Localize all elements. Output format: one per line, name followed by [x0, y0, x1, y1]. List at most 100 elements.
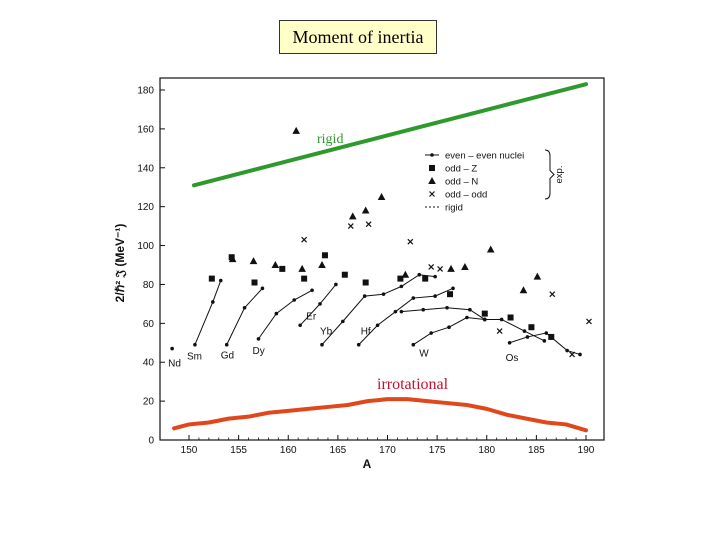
isotope-chain-W: [413, 316, 485, 346]
odd-n-point: [361, 206, 370, 214]
nucleus-label-sm: Sm: [187, 352, 202, 363]
odd-z-point: [481, 310, 488, 317]
even-even-point: [421, 307, 426, 312]
even-even-point: [445, 305, 449, 310]
odd-n-point: [401, 270, 410, 278]
even-even-point: [433, 294, 437, 298]
nucleus-label-er: Er: [306, 311, 317, 322]
odd-n-point: [318, 261, 326, 268]
x-tick-label: 170: [379, 445, 396, 456]
even-even-point: [399, 309, 404, 314]
odd-z-point: [507, 314, 514, 321]
even-even-point: [381, 292, 386, 296]
even-even-point: [260, 286, 265, 291]
odd-z-point: [422, 275, 429, 282]
odd-n-point: [461, 262, 469, 270]
odd-z-point: [251, 279, 258, 286]
even-even-point: [499, 317, 504, 322]
nucleus-label-w: W: [419, 349, 429, 360]
legend-entry-label: even – even nuclei: [445, 150, 524, 161]
y-tick-label: 140: [137, 163, 154, 174]
odd-n-point: [249, 257, 258, 265]
y-tick-label: 40: [143, 358, 155, 369]
y-axis-label: 2/ℏ² 𝔍 (MeV⁻¹): [113, 224, 127, 303]
x-tick-label: 190: [578, 445, 595, 456]
odd-odd-point: [428, 264, 435, 270]
y-tick-label: 0: [148, 436, 154, 447]
even-even-point: [542, 339, 547, 343]
even-even-point: [211, 300, 215, 304]
odd-z-point: [528, 324, 535, 331]
even-even-point: [334, 282, 338, 287]
odd-z-point: [397, 275, 404, 282]
odd-odd-point: [549, 291, 556, 298]
even-even-point: [465, 315, 469, 320]
nucleus-label-nd: Nd: [168, 359, 181, 370]
legend-entry-label: odd – N: [445, 176, 478, 187]
irrotational-label: irrotational: [377, 376, 449, 393]
odd-z-point: [362, 279, 369, 286]
x-tick-label: 180: [478, 445, 495, 456]
odd-z-point: [208, 275, 215, 282]
legend-entry-label: rigid: [445, 202, 463, 213]
isotope-chain-Hf: [358, 287, 454, 346]
slide-title: Moment of inertia: [279, 20, 437, 54]
odd-odd-point: [569, 351, 576, 358]
even-even-point: [193, 342, 197, 347]
odd-z-point: [447, 291, 454, 298]
odd-odd-point: [347, 223, 354, 230]
even-even-point: [362, 294, 367, 298]
y-tick-label: 20: [143, 397, 155, 408]
isotope-chain-Dy: [258, 289, 313, 340]
legend-cross-odd-odd: [429, 191, 435, 197]
even-even-point: [433, 274, 437, 279]
odd-odd-point: [496, 328, 503, 335]
nucleus-label-hf: Hf: [361, 327, 371, 338]
odd-odd-point: [301, 236, 308, 243]
y-tick-label: 80: [143, 280, 155, 291]
even-even-point: [375, 323, 380, 328]
y-tick-label: 180: [137, 86, 154, 97]
even-even-point: [451, 286, 455, 291]
isotope-chain-Gd: [226, 287, 263, 345]
even-even-point: [218, 278, 223, 283]
even-even-point: [256, 337, 261, 341]
isotope-chain-upper-even: [401, 307, 545, 342]
even-even-point: [318, 302, 322, 306]
odd-n-point: [271, 261, 280, 268]
even-even-point: [298, 323, 302, 328]
even-even-point: [292, 298, 297, 302]
even-even-point: [170, 346, 174, 351]
even-even-point: [565, 348, 569, 353]
x-tick-label: 175: [429, 445, 446, 456]
even-even-point: [429, 331, 433, 335]
nucleus-label-dy: Dy: [252, 346, 264, 357]
legend-bracket: [544, 149, 555, 200]
x-tick-label: 160: [280, 445, 297, 456]
nucleus-label-os: Os: [506, 353, 519, 364]
even-even-point: [242, 305, 247, 310]
even-even-point: [320, 342, 324, 347]
odd-odd-point: [437, 265, 444, 272]
x-axis-label: A: [363, 457, 372, 471]
x-tick-label: 165: [330, 445, 347, 456]
x-tick-label: 185: [528, 445, 545, 456]
legend-entry-label: odd – Z: [445, 163, 477, 174]
odd-z-point: [548, 333, 555, 340]
odd-z-point: [228, 254, 235, 261]
nucleus-label-gd: Gd: [221, 351, 234, 362]
odd-n-point: [519, 286, 528, 294]
odd-n-point: [447, 264, 455, 272]
legend-triangle-odd-n: [428, 177, 436, 184]
irrotational-curve: [172, 397, 588, 433]
y-tick-label: 60: [143, 319, 155, 330]
legend-square-odd-z: [429, 165, 435, 171]
odd-z-point: [321, 252, 328, 259]
odd-n-point: [292, 126, 300, 134]
x-tick-label: 150: [181, 445, 198, 456]
plot-frame: [159, 77, 605, 441]
x-tick-label: 155: [230, 445, 247, 456]
even-even-point: [341, 319, 345, 324]
odd-n-point: [348, 212, 357, 220]
